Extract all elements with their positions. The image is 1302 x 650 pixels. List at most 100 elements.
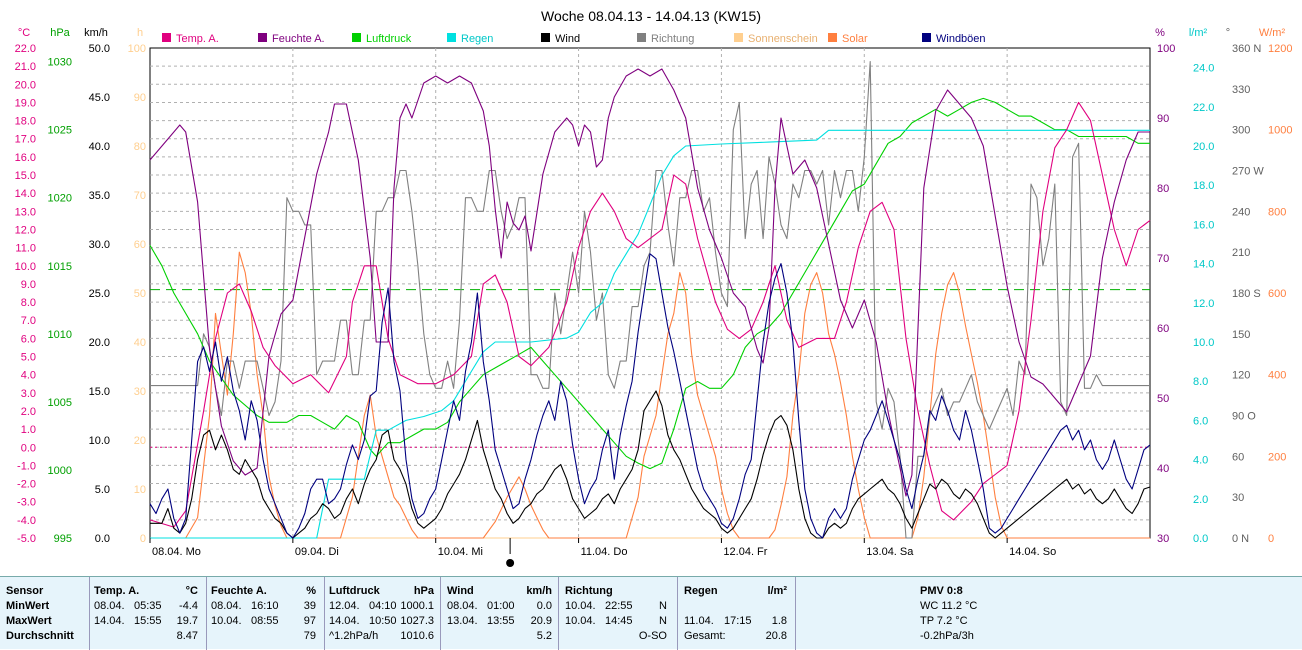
- rain-tick-label: 4.0: [1193, 455, 1208, 467]
- sunshine-tick-label: 70: [134, 190, 146, 202]
- humidity-unit: %: [306, 585, 316, 597]
- temp-tick-label: 17.0: [15, 134, 36, 146]
- rain-tick-label: 12.0: [1193, 298, 1214, 310]
- pressure-max-date: 14.04.: [329, 615, 360, 627]
- temp-tick-label: 14.0: [15, 188, 36, 200]
- direction-tick-label: 60: [1232, 451, 1244, 463]
- solar-tick-label: 1000: [1268, 125, 1292, 137]
- temp-tick-label: 16.0: [15, 152, 36, 164]
- rain-tick-label: 18.0: [1193, 180, 1214, 192]
- rain-axis-unit: l/m²: [1189, 27, 1208, 39]
- legend-item: Wind: [541, 33, 580, 45]
- temp-tick-label: 15.0: [15, 170, 36, 182]
- legend-swatch: [258, 33, 267, 42]
- legend-swatch: [447, 33, 456, 42]
- legend-item: Richtung: [637, 33, 694, 45]
- direction-tick-label: 210: [1232, 247, 1250, 259]
- temp-tick-label: -1.0: [17, 460, 36, 472]
- series-line-windböen: [149, 253, 1151, 539]
- legend-label: Temp. A.: [176, 33, 219, 45]
- wind-tick-label: 45.0: [89, 92, 110, 104]
- temp-tick-label: -2.0: [17, 479, 36, 491]
- wind-max-time: 13:55: [487, 615, 515, 627]
- temp-tick-label: 10.0: [15, 261, 36, 273]
- plot-frame: [149, 47, 1151, 539]
- direction-header: Richtung: [565, 585, 613, 597]
- rain-tick-label: 6.0: [1193, 415, 1208, 427]
- axis-units: °C hPa km/h h% l/m² ° W/m²: [18, 27, 1286, 39]
- direction-axis-unit: °: [1226, 27, 1230, 39]
- rain-tick-label: 10.0: [1193, 337, 1214, 349]
- wind-avg-value: 5.2: [536, 630, 552, 642]
- pressure-tick-label: 1015: [48, 261, 72, 273]
- pressure-tick-label: 1010: [48, 329, 72, 341]
- solar-tick-label: 200: [1268, 451, 1286, 463]
- sunshine-tick-label: 50: [134, 288, 146, 300]
- stats-sensor-column: Sensor MinWert MaxWert Durchschnitt: [0, 577, 90, 650]
- temp-tick-label: 19.0: [15, 97, 36, 109]
- wind-tick-label: 20.0: [89, 337, 110, 349]
- pmv-header: PMV 0:8: [920, 585, 963, 597]
- wind-axis-unit: km/h: [84, 27, 108, 39]
- legend-swatch: [637, 33, 646, 42]
- temp-tick-label: 4.0: [21, 370, 36, 382]
- rain-tick-label: 14.0: [1193, 259, 1214, 271]
- humidity-tick-label: 100: [1157, 43, 1175, 55]
- pressure-tick-label: 1030: [48, 57, 72, 69]
- humidity-max-date: 10.04.: [211, 615, 242, 627]
- temp-axis-unit: °C: [18, 27, 30, 39]
- pmv-pressure-trend: -0.2hPa/3h: [920, 630, 974, 642]
- pressure-min-date: 12.04.: [329, 600, 360, 612]
- humidity-tick-label: 90: [1157, 113, 1169, 125]
- temp-tick-label: 5.0: [21, 352, 36, 364]
- temp-max-time: 15:55: [134, 615, 162, 627]
- pmv-dewpoint: TP 7.2 °C: [920, 615, 968, 627]
- solar-tick-label: 1200: [1268, 43, 1292, 55]
- rain-header: Regen: [684, 585, 718, 597]
- wind-max-date: 13.04.: [447, 615, 478, 627]
- legend-item: Windböen: [922, 33, 986, 45]
- temp-header: Temp. A.: [94, 585, 140, 597]
- temp-tick-label: 7.0: [21, 315, 36, 327]
- humidity-tick-label: 60: [1157, 323, 1169, 335]
- rain-unit: l/m²: [767, 585, 787, 597]
- temp-max-value: 19.7: [176, 615, 198, 627]
- legend-item: Regen: [447, 33, 493, 45]
- rain-tick-label: 20.0: [1193, 141, 1214, 153]
- humidity-max-time: 08:55: [251, 615, 279, 627]
- x-tick-label: 08.04. Mo: [152, 546, 201, 558]
- sunshine-tick-label: 20: [134, 435, 146, 447]
- pressure-tick-label: 1025: [48, 125, 72, 137]
- temp-min-time: 05:35: [134, 600, 162, 612]
- legend-item: Temp. A.: [162, 33, 219, 45]
- sunshine-tick-label: 30: [134, 386, 146, 398]
- rain-max-value: 1.8: [771, 615, 787, 627]
- humidity-tick-label: 70: [1157, 253, 1169, 265]
- pressure-avg-value: 1010.6: [400, 630, 434, 642]
- stats-pmv-block: PMV 0:8 WC 11.2 °C TP 7.2 °C -0.2hPa/3h: [796, 577, 1046, 650]
- legend-swatch: [734, 33, 743, 42]
- temp-tick-label: 13.0: [15, 206, 36, 218]
- stats-temp-column: Temp. A. °C 08.04. 05:35 -4.4 14.04. 15:55 19…: [90, 577, 207, 650]
- rain-tick-label: 0.0: [1193, 533, 1208, 545]
- humidity-tick-label: 40: [1157, 463, 1169, 475]
- sunshine-tick-label: 100: [128, 43, 146, 55]
- x-tick-label: 14.04. So: [1009, 546, 1056, 558]
- rain-tick-label: 24.0: [1193, 63, 1214, 75]
- sunshine-tick-label: 0: [140, 533, 146, 545]
- wind-tick-label: 35.0: [89, 190, 110, 202]
- temp-tick-label: 1.0: [21, 424, 36, 436]
- pressure-unit: hPa: [413, 585, 434, 597]
- wind-max-value: 20.9: [530, 615, 552, 627]
- direction-tick-label: 30: [1232, 492, 1244, 504]
- chart-legend: Temp. A. Feuchte A. Luftdruck Regen Wind Rich…: [162, 33, 986, 45]
- temp-min-value: -4.4: [179, 600, 198, 612]
- humidity-avg-value: 79: [303, 630, 316, 642]
- sunshine-axis-unit: h: [137, 27, 143, 39]
- wind-tick-label: 10.0: [89, 435, 110, 447]
- direction-tick-label: 0 N: [1232, 533, 1249, 545]
- direction-tick-label: 150: [1232, 329, 1250, 341]
- rain-tick-label: 2.0: [1193, 494, 1208, 506]
- wind-min-date: 08.04.: [447, 600, 478, 612]
- solar-tick-label: 400: [1268, 370, 1286, 382]
